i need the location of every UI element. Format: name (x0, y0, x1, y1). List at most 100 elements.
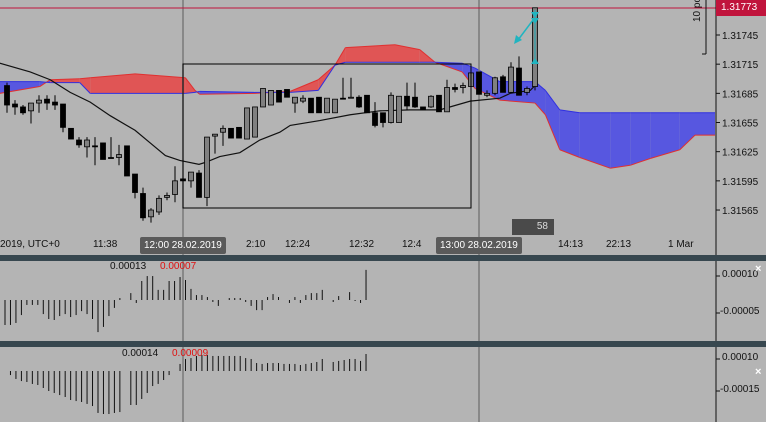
price-axis: 1.31745 1.31715 1.31685 1.31655 1.31625 1.315… (716, 31, 759, 217)
senkou-span-b (90, 73, 136, 79)
senkou-span-b (499, 99, 536, 104)
candle (388, 92, 394, 124)
candle (444, 79, 450, 113)
candle (492, 76, 498, 96)
candle (156, 195, 162, 215)
candle (396, 95, 402, 123)
time-label: 22:13 (606, 239, 632, 250)
candle (140, 187, 146, 221)
panel2-value-a: 0.00014 (122, 348, 159, 359)
candle (428, 95, 434, 108)
candle (188, 171, 194, 188)
candle (228, 127, 234, 139)
senkou-span-a (185, 91, 196, 94)
panel2-value-b: 0.00009 (172, 348, 209, 359)
cloud-segment (695, 112, 715, 136)
price-tick-label: 1.31565 (722, 206, 759, 217)
candle (12, 100, 18, 115)
senkou-span-a (434, 61, 463, 64)
senkou-span-b (317, 64, 336, 81)
senkou-span-b (394, 44, 420, 51)
measure-ruler[interactable] (702, 0, 707, 55)
current-price-label: 1.31773 (721, 2, 758, 13)
candle (364, 94, 370, 114)
candle (60, 103, 66, 133)
bar-timer: 58 (512, 219, 554, 235)
candle (412, 82, 418, 108)
senkou-span-b (610, 164, 631, 169)
candle (356, 95, 362, 108)
senkou-span-a (544, 90, 561, 111)
candle (244, 107, 250, 140)
candle (284, 89, 290, 98)
current-price-tag: 1.31773 (716, 0, 766, 16)
arrow-object[interactable] (514, 10, 539, 64)
senkou-span-b (134, 73, 186, 79)
candle (508, 62, 514, 94)
price-tick-label: 1.31655 (722, 119, 759, 130)
cloud-segment (650, 112, 680, 159)
panel-separator[interactable] (0, 341, 766, 347)
ruler-label: 10 po (692, 0, 703, 22)
cloud-segment (345, 44, 395, 63)
senkou-span-b (419, 49, 436, 63)
candle (84, 137, 90, 158)
senkou-span-a (39, 81, 51, 84)
senkou-span-a (194, 90, 200, 93)
candle (252, 106, 258, 138)
time-label: 2:10 (246, 239, 266, 250)
senkou-span-b (544, 114, 561, 150)
senkou-span-a (199, 90, 256, 93)
candle (4, 82, 10, 113)
senkou-span-b (630, 158, 651, 166)
panel1-axis-label: 0.00010 (722, 269, 759, 280)
panel1-value-b: 0.00007 (160, 261, 197, 272)
senkou-span-b (345, 44, 396, 49)
price-tick-label: 1.31715 (722, 60, 759, 71)
panel1-value-a: 0.00013 (110, 261, 147, 272)
candle (332, 98, 338, 114)
senkou-span-a (317, 64, 336, 91)
rectangle-object[interactable] (182, 63, 472, 209)
price-tick-label: 1.31685 (722, 89, 759, 100)
candle (76, 137, 82, 148)
panel2-axis-label: 0.00010 (722, 352, 759, 363)
candle (308, 97, 314, 114)
candle (476, 71, 482, 95)
candle (68, 127, 74, 140)
candle (436, 94, 442, 113)
cloud-segment (610, 112, 631, 169)
senkou-span-b (679, 134, 696, 151)
candle (108, 137, 114, 159)
cloud-segment (559, 109, 580, 158)
candle (20, 105, 26, 115)
close-icon[interactable]: × (755, 263, 762, 275)
senkou-span-b (39, 79, 51, 87)
time-label: 12:4 (402, 239, 422, 250)
cloud-segment (90, 73, 135, 94)
candle (300, 95, 306, 104)
candle (196, 170, 202, 198)
cloud-segment (0, 81, 40, 94)
candle (316, 96, 322, 114)
candle (380, 112, 386, 128)
time-label: 1 Mar (668, 239, 694, 250)
senkou-span-a (559, 109, 580, 114)
candle (236, 126, 242, 139)
candle (348, 77, 354, 99)
panel-separator[interactable] (0, 255, 766, 261)
senkou-span-b (559, 149, 580, 158)
cloud-segment (79, 77, 91, 94)
candle (260, 88, 266, 108)
time-label: 2019, UTC+0 (0, 239, 60, 250)
oscillator-1-histogram (4, 269, 367, 333)
candle (36, 95, 42, 113)
candle (420, 106, 426, 111)
candle (164, 192, 170, 201)
candle (292, 96, 298, 113)
time-label: 11:38 (93, 239, 118, 250)
candle (52, 95, 58, 110)
close-icon[interactable]: × (755, 366, 762, 378)
candle (124, 145, 130, 177)
